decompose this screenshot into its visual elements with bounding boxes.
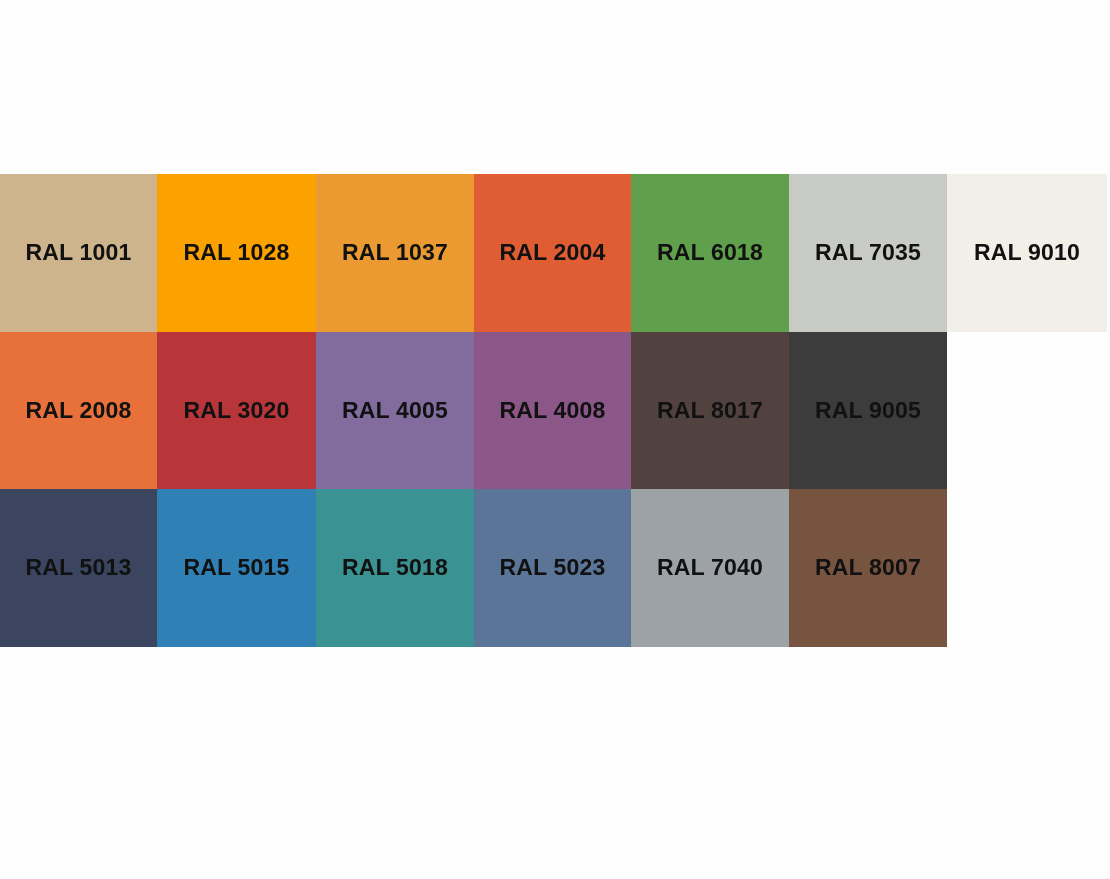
swatch-label: RAL 1001: [25, 239, 132, 266]
empty-cell: [947, 332, 1107, 490]
color-swatch: RAL 2004: [474, 174, 631, 332]
color-swatch: RAL 9005: [789, 331, 947, 489]
swatch-label: RAL 6018: [656, 239, 763, 266]
color-swatch: RAL 7035: [789, 174, 947, 332]
swatch-label: RAL 1037: [341, 239, 448, 266]
color-swatch: RAL 9010: [947, 174, 1107, 332]
swatch-label: RAL 5023: [499, 554, 606, 581]
color-swatch: RAL 2008: [0, 331, 157, 489]
color-swatch: RAL 5013: [0, 489, 157, 647]
swatch-label: RAL 7040: [656, 554, 763, 581]
swatch-label: RAL 4008: [499, 396, 606, 423]
swatch-label: RAL 9010: [973, 239, 1080, 266]
color-swatch: RAL 4005: [316, 331, 474, 489]
color-swatch: RAL 5018: [316, 489, 474, 647]
swatch-label: RAL 8017: [656, 396, 763, 423]
swatch-label: RAL 2008: [25, 396, 132, 423]
swatch-label: RAL 3020: [183, 396, 290, 423]
color-swatch: RAL 4008: [474, 331, 631, 489]
swatch-label: RAL 4005: [341, 396, 448, 423]
color-swatch: RAL 5023: [474, 489, 631, 647]
swatch-label: RAL 2004: [499, 239, 606, 266]
swatch-label: RAL 5018: [341, 554, 448, 581]
color-swatch: RAL 8007: [789, 489, 947, 647]
swatch-label: RAL 7035: [814, 239, 921, 266]
color-swatch: RAL 8017: [631, 331, 789, 489]
swatch-label: RAL 1028: [183, 239, 290, 266]
color-swatch-grid: RAL 1001 RAL 1028 RAL 1037 RAL 2004 RAL 6018…: [0, 174, 1107, 647]
color-swatch: RAL 7040: [631, 489, 789, 647]
swatch-label: RAL 5013: [25, 554, 132, 581]
color-swatch: RAL 1001: [0, 174, 157, 332]
swatch-label: RAL 5015: [183, 554, 290, 581]
color-swatch: RAL 3020: [157, 331, 316, 489]
color-swatch: RAL 1037: [316, 174, 474, 332]
empty-cell: [947, 489, 1107, 647]
swatch-label: RAL 8007: [814, 554, 921, 581]
color-swatch: RAL 5015: [157, 489, 316, 647]
swatch-label: RAL 9005: [814, 396, 921, 423]
color-swatch: RAL 1028: [157, 174, 316, 332]
color-swatch: RAL 6018: [631, 174, 789, 332]
